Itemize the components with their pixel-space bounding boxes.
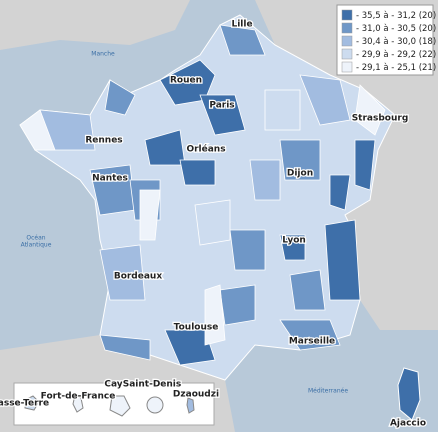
city-label: Saint-Denis	[123, 380, 182, 390]
department	[139, 189, 161, 241]
department	[99, 334, 151, 361]
department	[264, 89, 301, 131]
city-label: Bordeaux	[114, 272, 163, 282]
department	[229, 229, 266, 271]
island	[146, 396, 164, 414]
department	[289, 269, 326, 311]
corsica	[397, 367, 421, 421]
sea-label: Océan	[26, 235, 45, 242]
island	[24, 395, 40, 411]
department	[159, 59, 216, 106]
city-label: Toulouse	[174, 323, 219, 333]
city-label: Lyon	[282, 236, 306, 246]
legend-frame	[336, 4, 434, 76]
sea-label: Atlantique	[21, 242, 52, 249]
legend-label: - 35,5 à - 31,2 (20)	[356, 11, 436, 21]
department	[179, 159, 216, 186]
city-label: Nantes	[92, 174, 128, 184]
legend-swatch	[341, 9, 353, 21]
legend-swatch	[341, 22, 353, 34]
department	[219, 24, 266, 56]
city-label: Strasbourg	[352, 114, 409, 124]
neighbor-land	[255, 0, 438, 330]
department	[324, 219, 361, 301]
department	[279, 319, 341, 351]
department	[99, 244, 146, 301]
department	[164, 329, 216, 366]
department	[279, 234, 306, 261]
legend-label: - 31,0 à - 30,5 (20)	[356, 24, 436, 34]
sea-label: Méditerranée	[308, 388, 348, 395]
city-label: Cayenne	[104, 380, 147, 390]
city-label: Rennes	[85, 136, 122, 146]
city-label: Basse-Terre	[0, 399, 49, 409]
legend-swatch	[341, 48, 353, 60]
city-label: Fort-de-France	[41, 392, 116, 402]
legend-label: - 29,1 à - 25,1 (21)	[356, 63, 436, 73]
city-label: Rouen	[170, 76, 202, 86]
island	[109, 395, 131, 417]
department	[219, 284, 256, 326]
legend-label: - 30,4 à - 30,0 (18)	[356, 37, 436, 47]
department	[329, 174, 351, 211]
legend: - 35,5 à - 31,2 (20) - 31,0 à - 30,5 (20)…	[336, 4, 436, 76]
city-label: Orléans	[186, 144, 225, 155]
department	[354, 139, 376, 191]
france	[19, 14, 396, 381]
legend-swatch	[341, 61, 353, 73]
department	[299, 74, 351, 126]
department	[279, 139, 321, 181]
island	[72, 394, 84, 413]
island	[186, 397, 195, 414]
city-label: Dijon	[287, 169, 313, 179]
city-label: Ajaccio	[390, 419, 426, 429]
overseas-insets	[13, 382, 215, 426]
city-label: Marseille	[289, 337, 335, 347]
department	[354, 84, 386, 136]
city-label: Lille	[231, 20, 252, 30]
department	[194, 199, 231, 246]
department	[199, 94, 246, 136]
department	[249, 159, 281, 201]
city-label: Paris	[209, 101, 234, 111]
legend-label: - 29,9 à - 29,2 (22)	[356, 50, 436, 60]
legend-swatch	[341, 35, 353, 47]
city-label: Dzaoudzi	[173, 390, 219, 400]
department	[104, 79, 136, 116]
department	[19, 109, 56, 151]
department	[204, 284, 226, 346]
sea-label: Manche	[91, 51, 115, 58]
neighbor-land	[0, 0, 190, 50]
